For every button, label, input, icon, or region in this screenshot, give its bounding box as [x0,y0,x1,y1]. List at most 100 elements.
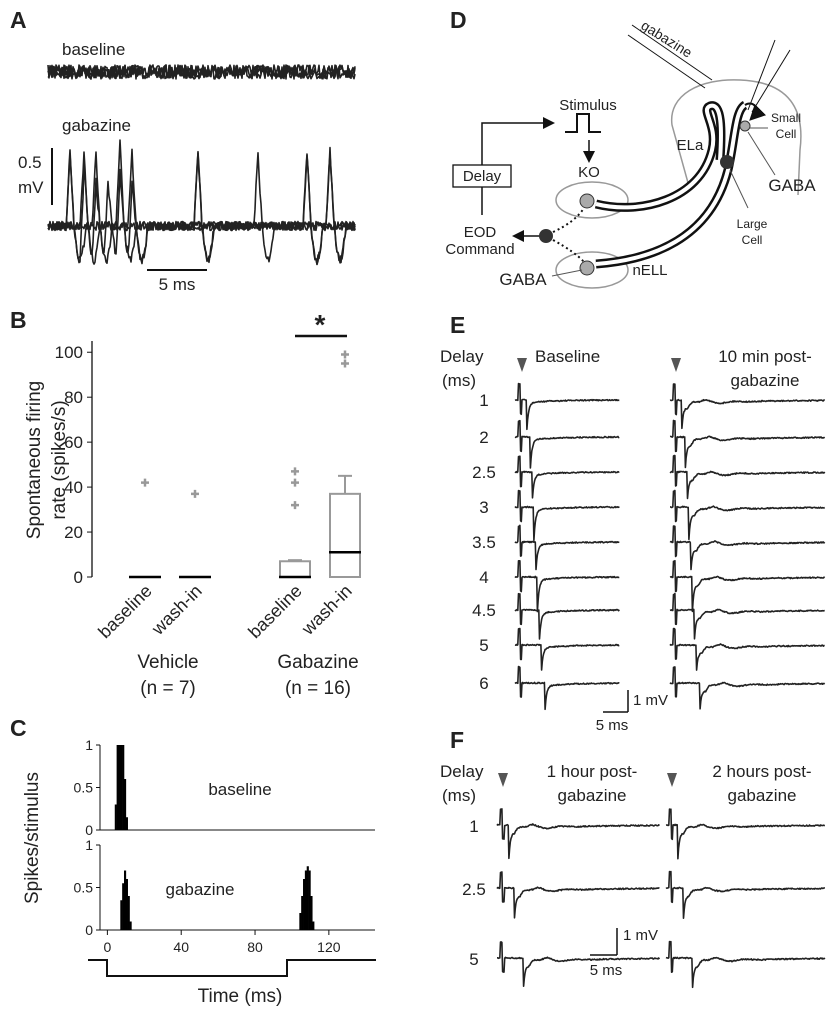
pipette [631,24,713,81]
y-tick-label: 80 [64,388,83,407]
ela-outline [671,79,802,196]
delay-label: 5 [479,636,488,655]
panel-letter: D [450,7,467,33]
cell [579,193,595,209]
y-tick-label: 60 [64,433,83,452]
response-trace [669,454,826,500]
header: 1 hour post- [547,762,638,781]
category-label: baseline [244,581,306,643]
delay-label: 1 [469,817,478,836]
diagram-label: ELa [677,137,704,154]
diagram-label: Command [445,241,514,258]
response-trace [669,627,825,671]
stimulus-marker [498,773,508,787]
y-tick-label: 0 [74,568,83,587]
y-tick-label: 40 [64,478,83,497]
category-label: wash-in [297,581,356,640]
subplot-label: gabazine [165,880,234,899]
x-tick-label: 120 [317,939,341,955]
diagram-label: EOD [464,224,497,241]
header: Baseline [535,347,600,366]
x-axis-label: Time (ms) [198,986,283,1007]
delay-label: 2 [479,428,488,447]
electrode [751,49,791,113]
outlier [141,478,149,487]
panel-letter: B [10,307,27,333]
response-trace [514,419,620,469]
box [329,492,361,579]
header: (ms) [442,786,476,805]
electrode [747,39,776,111]
stimulus-trace [88,959,376,977]
pointer [551,269,583,277]
delay-label: 3 [479,498,488,517]
ko-outline [555,181,629,219]
histogram-bar [114,804,117,830]
response-trace [514,665,620,711]
x-tick-label: 40 [173,939,189,955]
diagram: D gabazine Stimulus KO Delay EOD Command… [445,7,816,289]
diagram-label: gabazine [638,17,695,61]
histogram-bar [116,745,119,830]
histogram-bar [301,896,304,930]
diagram-label: Stimulus [559,97,617,114]
y-axis-label: rate (spikes/s) [49,400,70,519]
histogram-bar [123,779,127,830]
diagram-label: Large [737,217,768,231]
response-trace [496,871,660,919]
outlier [291,467,299,476]
response-trace [665,870,826,920]
response-trace [669,489,826,541]
box [279,560,311,578]
delay-label: 1 [479,391,488,410]
diagram-label: Small [771,111,801,125]
header: Delay [440,347,484,366]
response-trace [514,627,620,671]
response-trace [514,455,620,499]
outlier [341,359,349,368]
response-trace [496,941,661,988]
x-tick-label: 0 [103,939,111,955]
histogram-bar [303,879,306,930]
panel-letter: E [450,312,465,338]
small-cell [739,120,751,132]
histogram-bar [312,921,315,930]
response-trace [669,666,826,710]
panel-letter: F [450,727,464,753]
y-axis-label: Spikes/stimulus [22,772,43,904]
stimulus-marker [517,358,527,372]
y-tick-label: 0.5 [74,780,94,796]
y-tick-label: 1 [85,837,93,853]
outlier [291,501,299,510]
histogram-bar [308,870,311,930]
histogram-bar [123,870,127,930]
response-trace [669,592,825,640]
outlier [291,478,299,487]
inhibitory-link [552,207,585,263]
pointer [729,169,749,209]
histogram-bar [125,879,128,930]
significance: * [315,309,326,340]
header: (ms) [442,371,476,390]
delay-label: 6 [479,674,488,693]
header: 2 hours post- [712,762,811,781]
x-tick-label: 80 [247,939,263,955]
diagram-label: Cell [742,233,763,247]
arrow [744,102,767,121]
histogram-bar [122,745,125,830]
histogram-bar [299,913,302,930]
header: 10 min post- [718,347,812,366]
group-n: (n = 7) [140,678,195,699]
histogram-bar [310,896,313,930]
group-label: Gabazine [277,652,358,673]
pipette [627,34,706,89]
cell [539,229,553,243]
response-trace [665,940,826,989]
histogram-bar [120,900,123,930]
histogram-bar [125,817,128,830]
histogram-bar [129,921,132,930]
outlier [191,489,199,498]
nell-outline [555,251,629,289]
